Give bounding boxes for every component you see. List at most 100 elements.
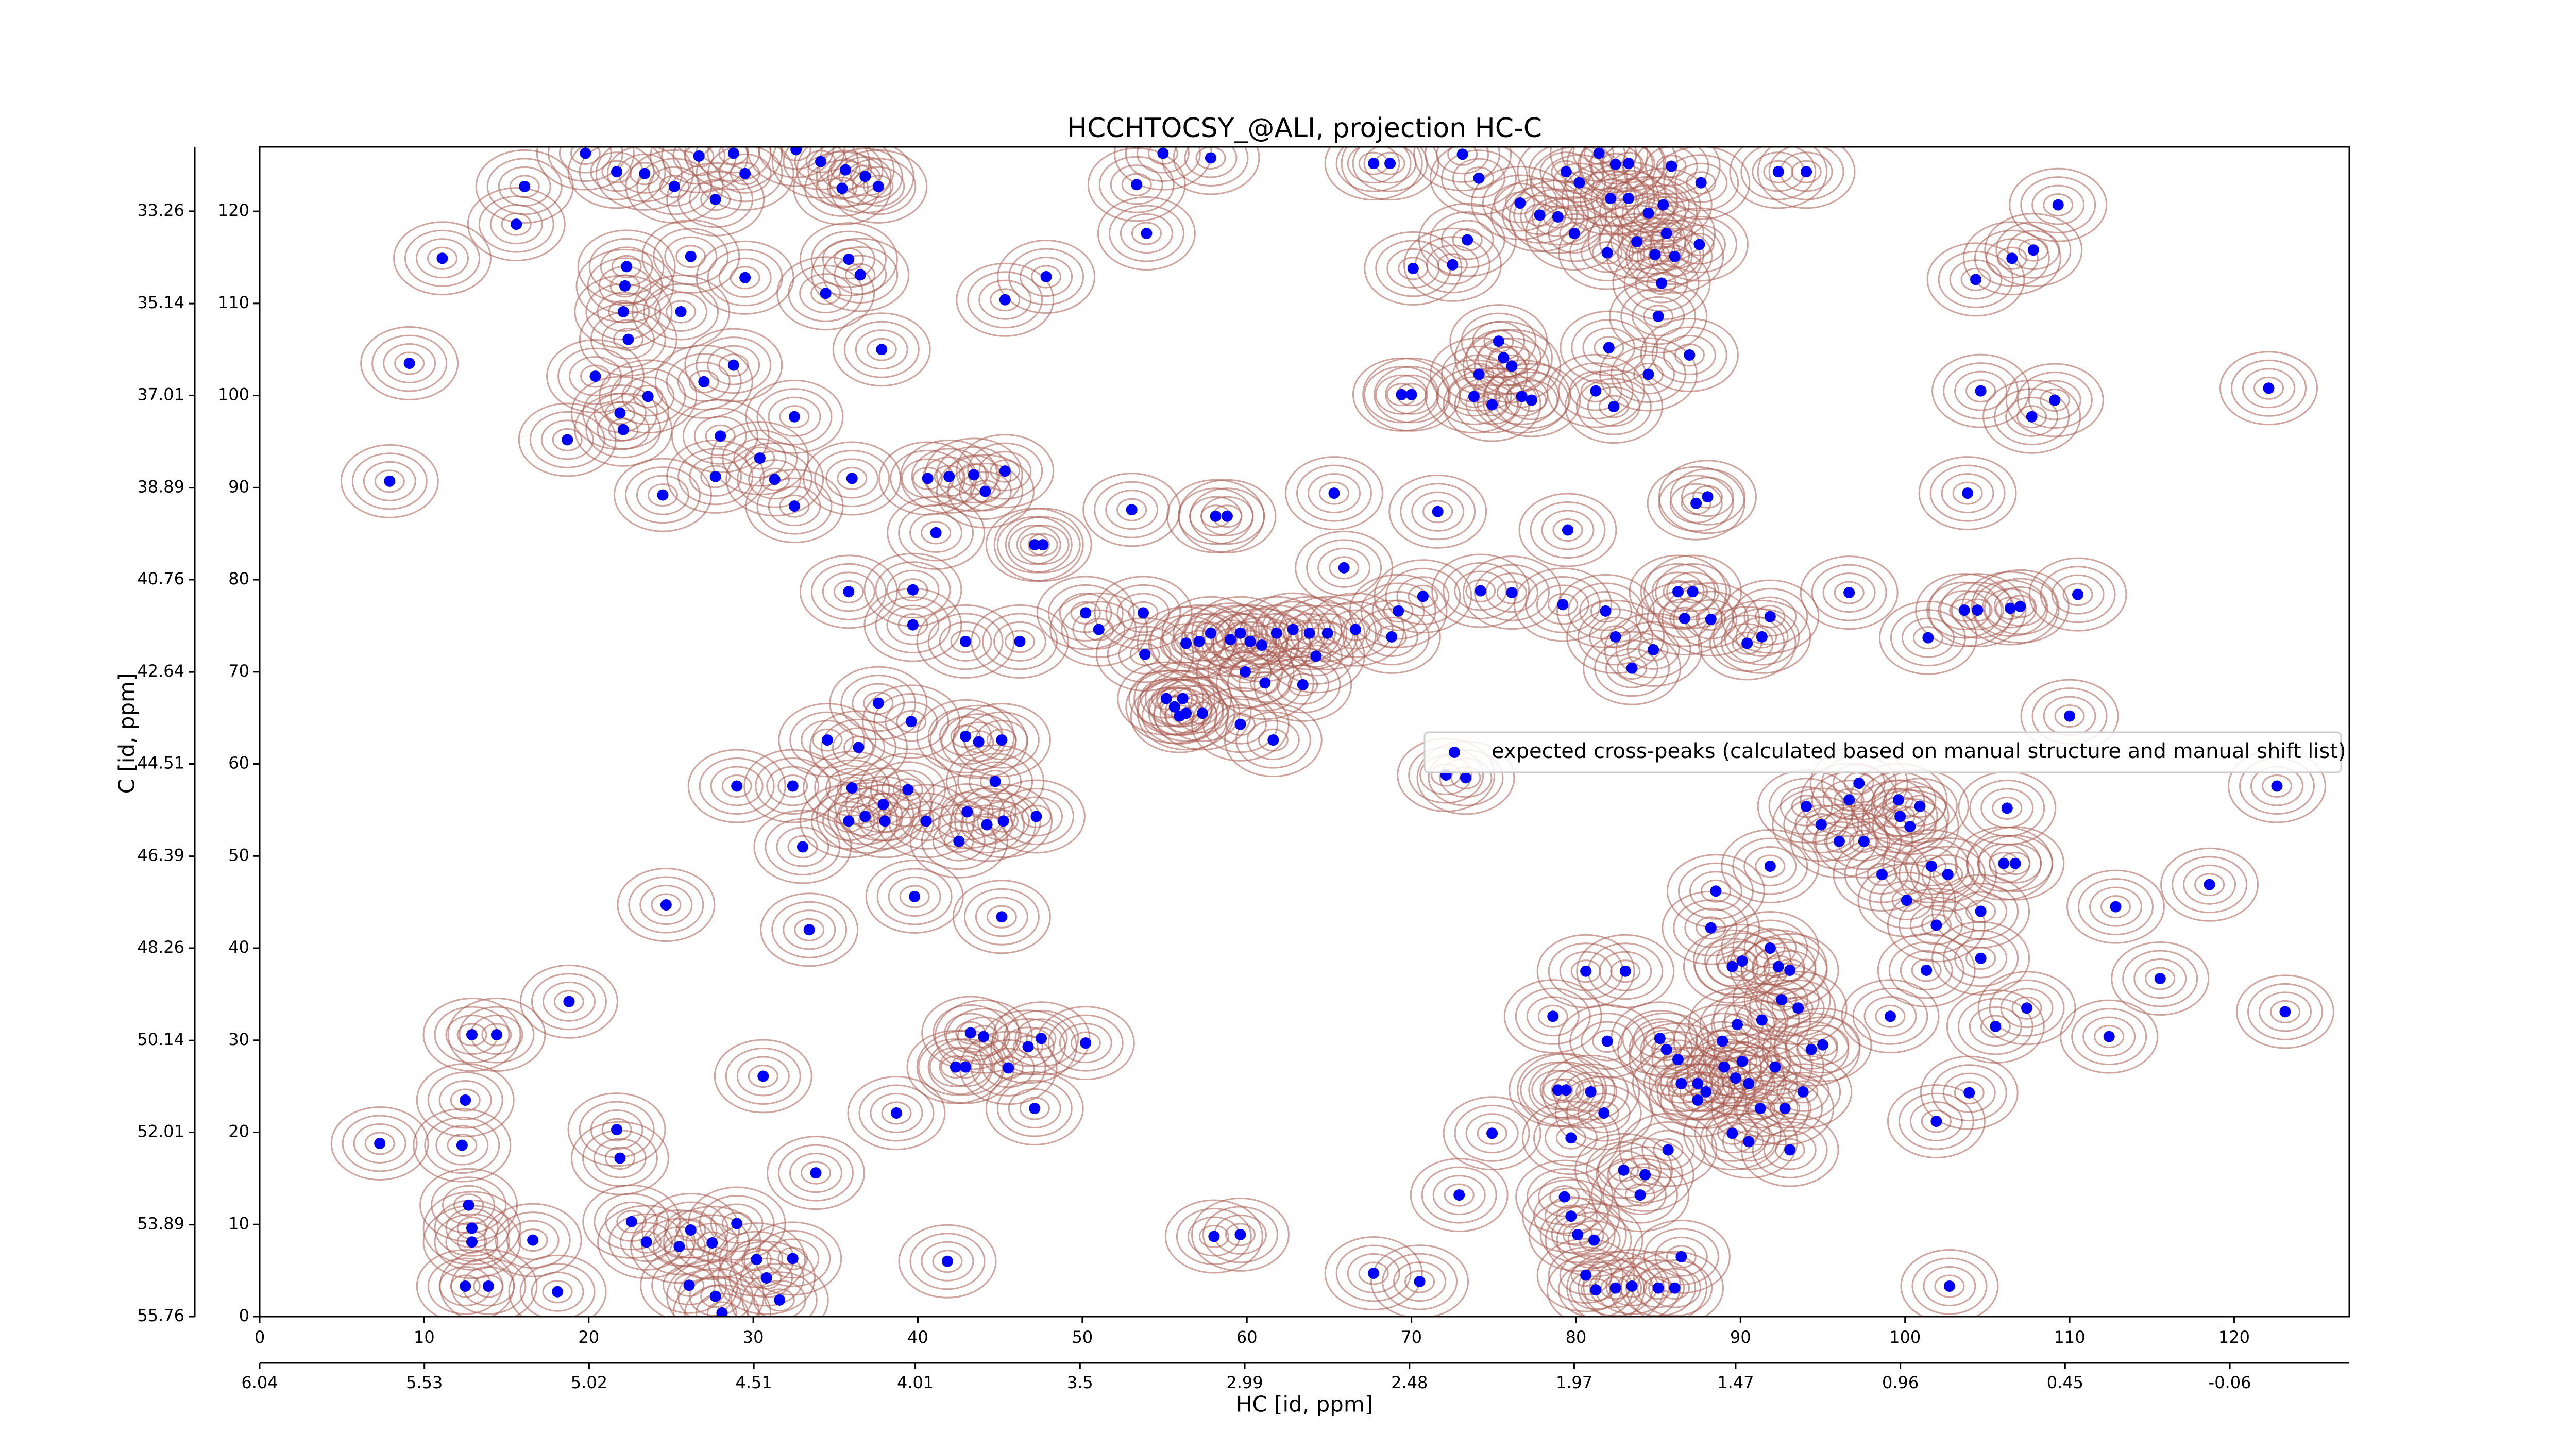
contour: [834, 255, 887, 295]
contour: [506, 1220, 560, 1260]
cross-peak: [1669, 1282, 1681, 1294]
contour: [1544, 1196, 1598, 1237]
contour: [967, 442, 1043, 500]
contour: [1485, 572, 1538, 613]
contour: [1496, 581, 1527, 604]
cross-peak: [1225, 634, 1236, 646]
contour: [2100, 895, 2131, 919]
contour: [1004, 630, 1035, 653]
contour: [957, 753, 1033, 811]
cross-peak: [2154, 973, 2166, 985]
cross-peak: [709, 470, 721, 482]
contour: [978, 451, 1032, 492]
cross-peak: [820, 288, 832, 299]
contour: [1630, 1121, 1706, 1178]
contour: [950, 630, 981, 653]
contour: [1722, 1080, 1799, 1137]
contour: [1001, 1026, 1055, 1067]
cross-peak: [907, 619, 919, 631]
contour: [351, 452, 428, 510]
contour: [1989, 979, 2065, 1037]
cross-peak: [1601, 247, 1613, 259]
contour: [1452, 228, 1483, 252]
contour: [1745, 1097, 1776, 1120]
cross-peak: [1139, 648, 1151, 660]
contour: [1411, 491, 1465, 532]
cross-peak: [640, 1236, 652, 1248]
cross-peak: [1618, 1164, 1630, 1176]
contour: [489, 204, 543, 245]
cross-peak: [621, 261, 633, 273]
contour: [1477, 393, 1507, 416]
contour: [1324, 1236, 1423, 1310]
cross-peak: [1652, 310, 1664, 322]
contour: [1571, 319, 1647, 377]
contour: [439, 1249, 538, 1317]
contour: [1482, 363, 1581, 437]
contour: [707, 345, 760, 385]
cross-peak: [1036, 1033, 1047, 1044]
cross-peak: [960, 730, 972, 742]
cross-peak: [1690, 497, 1702, 509]
contour: [1683, 1096, 1782, 1171]
cross-peak: [846, 782, 858, 794]
contour: [677, 171, 754, 228]
contour: [866, 338, 897, 361]
contour: [1860, 789, 1959, 864]
contour: [1347, 147, 1400, 184]
contour: [1110, 164, 1163, 205]
cross-peak: [790, 147, 802, 156]
contour: [766, 1136, 865, 1210]
contour: [687, 749, 786, 823]
cross-peak: [1126, 504, 1138, 516]
cross-peak: [668, 180, 680, 192]
contour: [1590, 147, 1667, 192]
contour: [958, 471, 1012, 512]
contour: [832, 312, 931, 387]
contour: [1875, 1004, 1906, 1028]
cross-peak: [1669, 250, 1681, 262]
contour: [896, 710, 927, 733]
contour: [2231, 359, 2307, 417]
cross-peak: [1473, 172, 1485, 184]
cross-peak: [2001, 802, 2013, 814]
cross-peak: [859, 171, 871, 182]
contour: [2122, 950, 2198, 1007]
x2-tick-label: 2.48: [1391, 1373, 1428, 1392]
contour: [1200, 496, 1254, 536]
cross-peak: [1654, 1033, 1666, 1044]
cross-peak: [511, 218, 522, 230]
cross-peak: [1580, 1269, 1592, 1281]
contour: [765, 818, 841, 875]
contour: [1590, 170, 1667, 227]
contour: [1783, 796, 1859, 854]
y-tick-label: 110: [218, 293, 249, 312]
contour: [881, 1101, 912, 1125]
contour: [1669, 606, 1700, 630]
contour: [764, 1288, 795, 1312]
contour: [1755, 936, 1786, 960]
contour: [938, 787, 1037, 862]
contour: [1430, 147, 1529, 215]
contour: [800, 1161, 831, 1185]
contour: [2242, 368, 2296, 409]
contour: [1699, 996, 1775, 1053]
contour: [1826, 813, 1902, 870]
cross-peak: [1210, 510, 1222, 522]
contour: [684, 1284, 760, 1317]
cross-peak: [1684, 349, 1696, 361]
contour: [1120, 213, 1173, 254]
contour: [1173, 147, 1249, 187]
cross-peak: [774, 1294, 786, 1306]
contour: [424, 1117, 500, 1174]
cross-peak: [1801, 166, 1812, 178]
contour: [1335, 147, 1412, 192]
cross-peak: [1623, 193, 1635, 205]
contour: [1527, 1168, 1603, 1226]
contour: [705, 424, 736, 448]
cross-peak: [1393, 605, 1404, 617]
contour: [1900, 1249, 1999, 1317]
contour: [943, 830, 974, 853]
contour: [766, 766, 820, 806]
cross-peak: [1925, 860, 1937, 872]
